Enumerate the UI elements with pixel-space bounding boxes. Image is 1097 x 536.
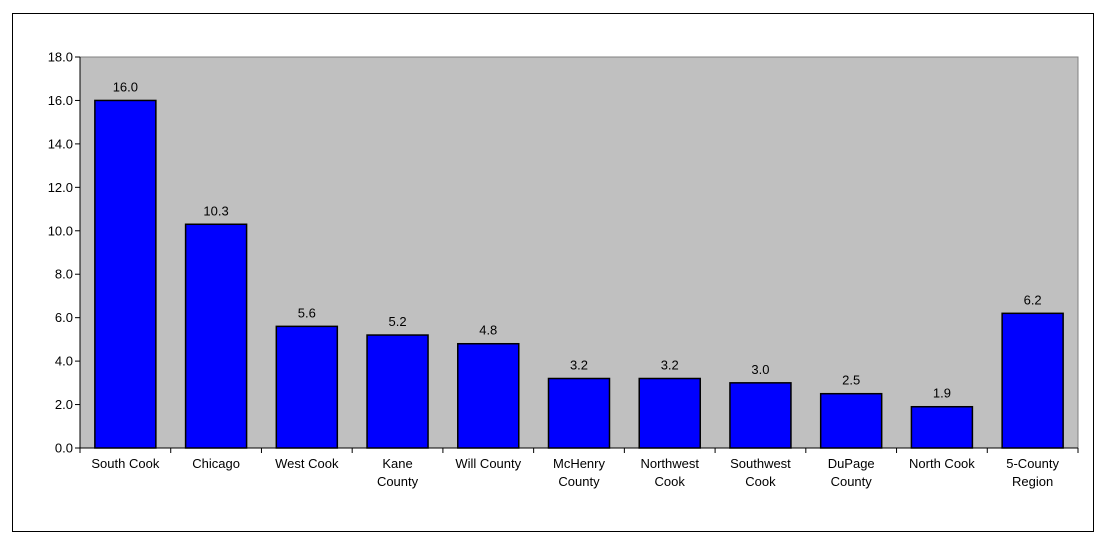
y-tick-label: 16.0: [48, 93, 73, 108]
bar: [184, 223, 248, 449]
y-tick-label: 4.0: [55, 354, 73, 369]
y-tick-label: 0.0: [55, 441, 73, 456]
bar: [547, 377, 611, 449]
x-tick-label: Chicago: [192, 456, 240, 471]
bar: [457, 342, 520, 449]
y-tick-label: 6.0: [55, 310, 73, 325]
bar: [275, 325, 339, 449]
x-tick-label: Southwest Cook: [730, 456, 791, 489]
bar: [94, 99, 157, 449]
bar-value-label: 6.2: [1024, 292, 1042, 307]
x-tick-label: McHenry County: [553, 456, 606, 489]
bar-value-label: 3.2: [570, 357, 588, 372]
bar: [729, 382, 792, 449]
y-tick-label: 18.0: [48, 50, 73, 65]
bar: [638, 377, 701, 449]
bar: [366, 334, 429, 449]
bar-value-label: 3.2: [661, 357, 679, 372]
data-labels: 16.0 10.3 5.6 5.2 4.8 3.2 3.2 3.0 2.5 1.9 6.2: [113, 79, 1042, 400]
x-tick-label: South Cook: [91, 456, 159, 471]
bar-value-label: 1.9: [933, 386, 951, 401]
x-tick-label: West Cook: [275, 456, 339, 471]
bar: [1001, 312, 1064, 449]
y-tick-label: 14.0: [48, 136, 73, 151]
x-tick-label: Northwest Cook: [640, 456, 699, 489]
bar-value-label: 5.6: [298, 305, 316, 320]
bar-value-label: 2.5: [842, 373, 860, 388]
x-axis: South Cook Chicago West Cook Kane County Will…: [79, 447, 1079, 489]
bar-value-label: 10.3: [203, 203, 228, 218]
y-tick-label: 8.0: [55, 267, 73, 282]
y-axis: 0.0 2.0 4.0 6.0 8.0 10.0 12.0 14.0 16.0 18.0: [48, 50, 81, 456]
bar-value-label: 4.8: [479, 323, 497, 338]
x-tick-label: 5-County Region: [1006, 456, 1059, 489]
bar: [819, 392, 883, 449]
x-tick-label: DuPage County: [828, 456, 875, 489]
bar-value-label: 3.0: [751, 362, 769, 377]
bar: [910, 405, 974, 449]
bar-value-label: 5.2: [389, 314, 407, 329]
bar-value-label: 16.0: [113, 79, 138, 94]
y-tick-label: 12.0: [48, 180, 73, 195]
x-tick-label: North Cook: [909, 456, 975, 471]
x-tick-label: Kane County: [377, 456, 419, 489]
y-tick-label: 2.0: [55, 397, 73, 412]
bars-group: [94, 99, 1064, 449]
y-tick-label: 10.0: [48, 223, 73, 238]
x-tick-label: Will County: [455, 456, 521, 471]
